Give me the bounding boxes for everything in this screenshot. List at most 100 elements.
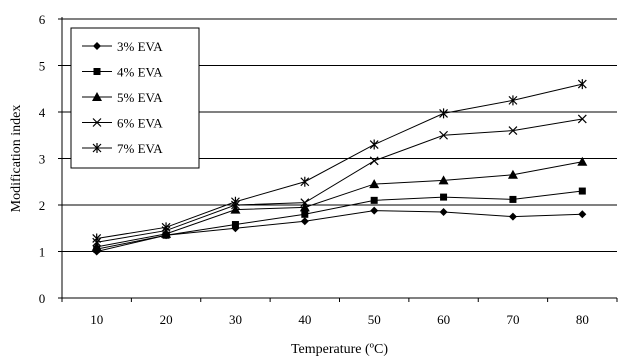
y-tick-label: 4	[39, 105, 46, 120]
data-point	[300, 198, 310, 208]
x-tick-label: 70	[506, 312, 519, 327]
data-point-shape	[92, 233, 102, 244]
data-point	[369, 156, 379, 166]
y-ticks: 0 1 2 3 4 5 6	[39, 12, 62, 306]
data-point-shape	[300, 198, 310, 208]
legend-marker	[93, 42, 101, 50]
legend-item: 7% EVA	[82, 141, 163, 156]
data-point-shape	[440, 193, 448, 201]
series-line	[96, 83, 583, 239]
data-point-shape	[299, 202, 310, 212]
legend-marker-shape	[92, 92, 102, 101]
x-tick-label: 60	[437, 312, 450, 327]
legend-marker	[93, 68, 101, 75]
data-point	[438, 175, 449, 185]
legend-box	[70, 27, 200, 169]
data-point-shape	[508, 126, 518, 136]
data-point-shape	[230, 204, 241, 214]
legend-marker	[92, 143, 102, 153]
y-tick-label: 1	[39, 245, 46, 260]
data-point-shape	[300, 217, 309, 226]
legend-label: 3% EVA	[117, 39, 163, 54]
data-point-shape	[370, 196, 378, 204]
x-tick-label: 40	[298, 312, 311, 327]
data-point	[161, 222, 171, 233]
legend-marker-shape	[93, 42, 101, 50]
y-axis-title: Modification index	[9, 105, 24, 213]
x-tick-label: 30	[229, 312, 242, 327]
data-point	[301, 210, 309, 218]
data-point	[369, 139, 379, 150]
legend-marker-shape	[92, 118, 102, 127]
legend-marker	[92, 92, 102, 101]
legend-marker-shape	[93, 68, 101, 75]
series-line	[96, 210, 583, 252]
data-point-shape	[231, 221, 239, 229]
data-point-shape	[438, 175, 449, 185]
data-point	[508, 95, 518, 106]
x-tick-label: 80	[576, 312, 589, 327]
data-point-shape	[507, 169, 518, 179]
series-2	[93, 187, 586, 253]
x-ticks: 10 20 30 40 50 60 70 80	[61, 298, 618, 327]
y-tick-label: 3	[39, 152, 46, 167]
data-point	[578, 187, 586, 195]
data-point-shape	[369, 179, 380, 189]
legend-item: 4% EVA	[82, 65, 163, 80]
data-point	[577, 156, 588, 166]
legend-label: 6% EVA	[117, 116, 163, 131]
legend-item: 5% EVA	[82, 90, 163, 105]
data-point	[300, 217, 309, 226]
data-point	[439, 207, 448, 216]
legend: 3% EVA 4% EVA 5% EVA 6% EVA 7% EVA	[70, 27, 200, 169]
data-point	[370, 196, 378, 204]
data-point	[577, 114, 587, 124]
data-point-shape	[300, 176, 310, 187]
data-point-shape	[577, 79, 587, 90]
data-point-shape	[161, 222, 171, 233]
data-point-shape	[439, 108, 448, 119]
data-point	[231, 221, 239, 229]
data-point-shape	[369, 156, 379, 166]
data-point	[509, 195, 517, 203]
legend-label: 5% EVA	[117, 90, 163, 105]
data-point-shape	[231, 196, 240, 207]
legend-item: 6% EVA	[82, 116, 163, 131]
data-point-shape	[369, 139, 379, 150]
data-point	[508, 212, 517, 221]
data-point-shape	[508, 212, 517, 221]
data-point	[440, 193, 448, 201]
x-tick-label: 50	[368, 312, 381, 327]
series-line	[96, 161, 583, 248]
data-point	[230, 204, 241, 214]
data-point-shape	[91, 241, 102, 251]
data-point	[439, 108, 448, 119]
data-point	[161, 228, 172, 238]
x-tick-label: 20	[160, 312, 173, 327]
x-axis-title: Temperature (ºC)	[291, 342, 388, 357]
series-5	[92, 79, 587, 244]
y-tick-label: 6	[39, 12, 46, 27]
data-point	[92, 233, 102, 244]
data-point	[439, 130, 448, 140]
data-point	[91, 241, 102, 251]
data-point-shape	[578, 210, 587, 219]
data-point-shape	[161, 228, 172, 238]
data-point-shape	[439, 130, 448, 140]
data-point-shape	[301, 210, 309, 218]
legend-marker-shape	[92, 143, 102, 153]
data-point	[369, 179, 380, 189]
data-point-shape	[509, 195, 517, 203]
legend-label: 7% EVA	[117, 141, 163, 156]
data-point-shape	[577, 156, 588, 166]
series-line	[96, 190, 583, 250]
data-point	[370, 206, 379, 215]
data-point-shape	[577, 114, 587, 124]
data-point	[508, 126, 518, 136]
data-point	[577, 79, 587, 90]
legend-label: 4% EVA	[117, 65, 163, 80]
data-point-shape	[578, 187, 586, 195]
x-tick-label: 10	[90, 312, 103, 327]
